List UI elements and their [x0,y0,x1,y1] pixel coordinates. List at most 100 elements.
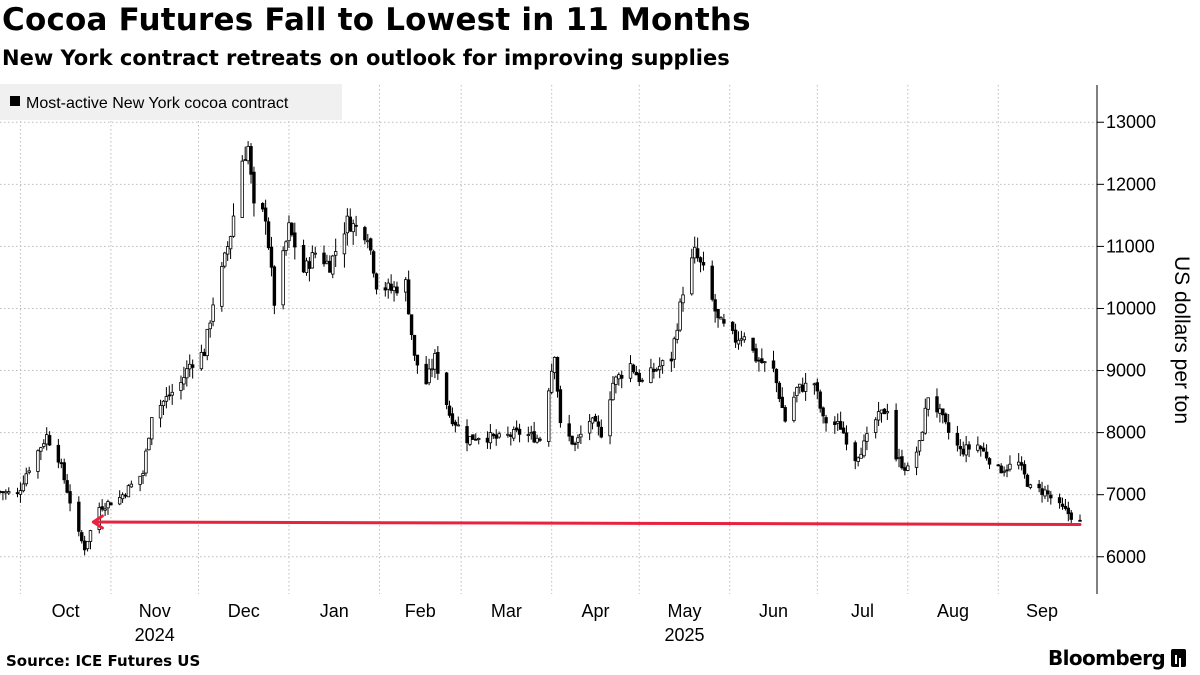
candle-body [713,299,717,312]
x-ticks: Oct Nov 2024 Dec Jan Feb Mar Apr May 2025 Jun Jul Au… [52,601,1058,645]
candle-body [161,400,166,407]
candle-body [716,308,720,319]
y-tick-label: 6000 [1106,547,1146,567]
candle-body [984,451,989,459]
candle-body [1046,490,1050,495]
candle-body [1069,512,1073,520]
candle-body [261,203,265,210]
candle-body [695,248,700,259]
candle-body [824,417,828,424]
candle-body [923,407,927,434]
candle-body [1017,461,1021,466]
candle-body [873,419,878,433]
candle-body [27,470,31,473]
candle-body [856,457,860,462]
candle-body [42,443,46,447]
candle-body [783,407,787,422]
candle-body [742,336,747,341]
candle-body [45,434,49,445]
candle-body [144,450,148,474]
candle-body [821,407,825,417]
candle-body [649,367,653,383]
candle-body [964,444,968,456]
candle-body [628,363,633,379]
candle-body [164,396,169,402]
candle-body [386,282,390,290]
candle-body [938,408,942,414]
candle-body [406,279,411,315]
candle-body [82,540,87,551]
candle-body [444,372,449,406]
x-tick-label: Mar [491,601,522,621]
candle-body [1008,463,1012,470]
candle-body [599,426,603,438]
candle-body [485,437,490,443]
candle-body [914,451,919,468]
candle-body [223,252,227,267]
candle-body [208,322,212,330]
candle-body [882,408,887,415]
candle-body [345,215,350,234]
candle-body [106,501,110,509]
candle-body [56,444,61,463]
candle-body [453,421,458,426]
x-tick-label: Oct [52,601,80,621]
candle-body [655,368,659,371]
x-tick-label: Dec [228,601,260,621]
legend: Most-active New York cocoa contract [0,84,342,120]
candle-body [719,317,723,320]
candles [0,141,1082,556]
candle-body [328,260,332,273]
x-tick-label: Jan [320,601,349,621]
candle-body [532,431,536,443]
y-ticks: 6000 7000 8000 9000 10000 11000 12000 13000 [1097,112,1156,567]
candle-body [946,422,951,433]
candle-body [109,502,113,506]
candle-body [310,252,315,269]
x-tick-label: Jul [851,601,874,621]
candle-body [833,421,837,425]
candle-body [853,442,857,462]
candle-body [117,497,122,505]
candle-body [59,462,63,465]
candle-body [672,338,676,360]
candle-body [576,437,580,443]
y-tick-label: 9000 [1106,361,1146,381]
candle-body [1025,474,1030,487]
candle-body [313,252,317,255]
candle-body [231,215,236,237]
candle-body [7,491,11,494]
x-tick-label: Jun [759,601,788,621]
candle-body [430,368,434,371]
candle-body [141,473,145,476]
candle-body [981,447,986,452]
candle-body [763,361,767,364]
candle-body [284,241,288,251]
candle-body [179,382,183,391]
candle-body [88,530,93,542]
candle-body [147,437,151,451]
candle-body [354,224,358,227]
candle-body [205,328,209,357]
candle-body [514,427,519,431]
candle-body [590,417,595,424]
candle-body [634,371,639,376]
candle-body [1063,505,1068,509]
candle-body [836,421,840,424]
candle-body [780,396,784,409]
candle-body [1066,507,1071,515]
candle-body [920,431,925,441]
candle-body [243,159,247,162]
candle-body [412,334,417,356]
candle-body [567,423,571,437]
candle-body [722,319,726,324]
candle-body [351,223,355,233]
candle-body [547,390,551,442]
candle-body [573,443,577,445]
gridlines [0,85,1097,594]
x-tick-label: Apr [581,601,609,621]
candle-body [15,492,20,495]
candle-body [535,437,539,443]
candle-body [1060,503,1065,507]
y-tick-label: 11000 [1106,236,1155,256]
